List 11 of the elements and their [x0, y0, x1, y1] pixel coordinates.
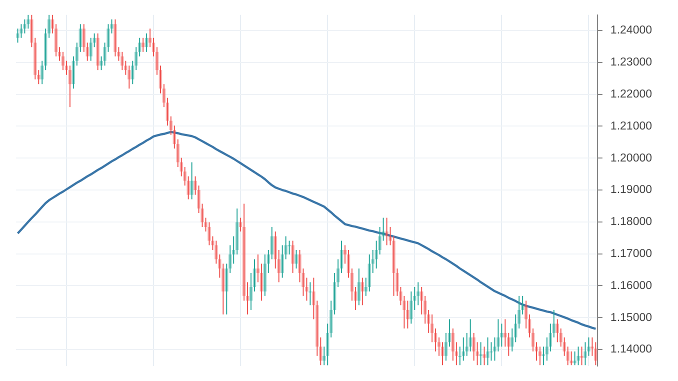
y-tick-label: 1.18000	[610, 216, 652, 228]
y-tick-label: 1.19000	[610, 184, 652, 196]
y-tick-label: 1.24000	[610, 24, 652, 37]
y-tick-label: 1.20000	[610, 152, 652, 164]
y-tick-label: 1.15000	[610, 312, 652, 324]
y-tick-label: 1.22000	[610, 88, 652, 100]
y-tick-label: 1.17000	[610, 248, 652, 260]
y-tick-label: 1.14000	[610, 344, 652, 356]
y-tick-label: 1.23000	[610, 56, 652, 69]
y-tick-label: 1.16000	[610, 280, 652, 292]
y-tick-label: 1.21000	[610, 120, 652, 132]
